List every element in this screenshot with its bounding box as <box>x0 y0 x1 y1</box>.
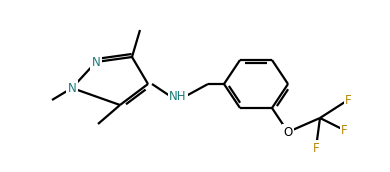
Text: F: F <box>313 142 319 154</box>
Text: N: N <box>67 82 76 94</box>
Text: F: F <box>345 94 351 106</box>
Text: NH: NH <box>169 89 187 103</box>
Text: N: N <box>92 56 100 68</box>
Text: O: O <box>284 126 292 138</box>
Text: F: F <box>341 123 347 137</box>
